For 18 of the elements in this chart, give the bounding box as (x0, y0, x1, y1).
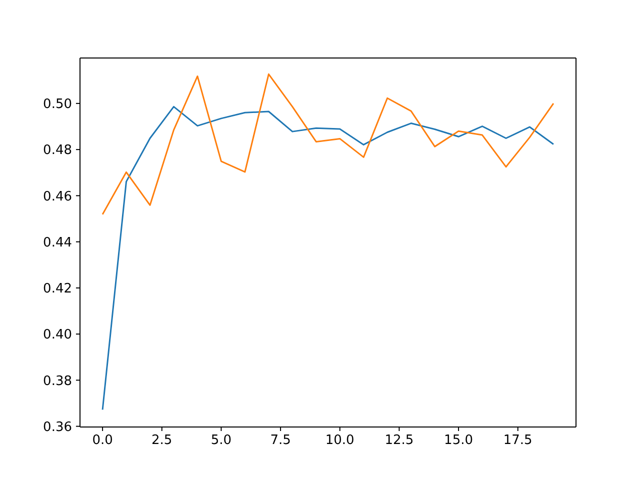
x-tick-label: 7.5 (270, 433, 291, 448)
y-tick-label: 0.50 (43, 97, 72, 112)
y-tick-label: 0.46 (43, 189, 72, 204)
line-series (102, 73, 554, 216)
x-tick-label: 15.0 (444, 433, 474, 448)
x-tick-label: 10.0 (325, 433, 354, 448)
x-tick-label: 12.5 (384, 433, 414, 448)
x-tick-label: 2.5 (152, 433, 172, 448)
y-tick-label: 0.42 (43, 282, 72, 297)
y-tick-label: 0.36 (43, 420, 72, 435)
y-tick-label: 0.38 (43, 374, 72, 389)
x-tick-label: 5.0 (210, 433, 232, 448)
line-series (102, 106, 554, 410)
y-tick-label: 0.44 (43, 235, 72, 250)
x-tick-label: 0.0 (92, 433, 113, 448)
x-tick-label: 17.5 (503, 433, 532, 448)
y-tick-label: 0.48 (43, 143, 72, 158)
y-tick-label: 0.40 (43, 328, 72, 343)
